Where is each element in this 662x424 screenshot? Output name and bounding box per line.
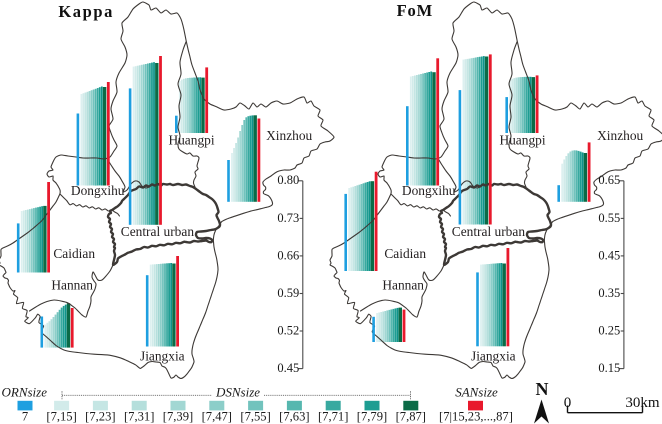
svg-text:Caidian: Caidian — [53, 246, 95, 261]
svg-text:Hannan: Hannan — [51, 278, 93, 293]
svg-text:0.66: 0.66 — [277, 248, 299, 262]
svg-text:0: 0 — [564, 395, 572, 411]
svg-text:FoM: FoM — [397, 1, 433, 20]
svg-text:0.45: 0.45 — [277, 361, 299, 375]
svg-text:Caidian: Caidian — [384, 246, 426, 261]
svg-text:Central urban: Central urban — [452, 224, 526, 239]
svg-text:[7,79]: [7,79] — [357, 410, 387, 424]
svg-text:0.52: 0.52 — [277, 323, 299, 337]
svg-text:0.80: 0.80 — [277, 173, 299, 187]
svg-text:Dongxihu: Dongxihu — [402, 183, 456, 198]
svg-text:[7,63]: [7,63] — [279, 410, 309, 424]
svg-text:[7,55]: [7,55] — [240, 410, 270, 424]
svg-text:0.45: 0.45 — [598, 248, 620, 262]
svg-text:0.65: 0.65 — [598, 173, 620, 187]
svg-text:ORNsize: ORNsize — [2, 385, 48, 400]
svg-text:Kappa: Kappa — [58, 2, 114, 21]
svg-text:[7,87]: [7,87] — [396, 410, 426, 424]
svg-text:[7,31]: [7,31] — [124, 410, 154, 424]
svg-text:30km: 30km — [625, 395, 660, 411]
svg-text:[7,47]: [7,47] — [202, 410, 232, 424]
svg-text:7: 7 — [22, 410, 28, 424]
svg-text:0.59: 0.59 — [277, 286, 299, 300]
svg-text:Xinzhou: Xinzhou — [266, 128, 312, 143]
svg-text:Central urban: Central urban — [121, 224, 195, 239]
svg-text:Jiangxia: Jiangxia — [471, 349, 516, 364]
svg-text:[7,71]: [7,71] — [318, 410, 348, 424]
svg-text:0.55: 0.55 — [598, 211, 620, 225]
svg-text:[7,39]: [7,39] — [163, 410, 193, 424]
svg-text:[7,23]: [7,23] — [85, 410, 115, 424]
svg-text:Huangpi: Huangpi — [168, 132, 214, 147]
svg-text:SANsize: SANsize — [455, 385, 498, 400]
svg-text:Dongxihu: Dongxihu — [71, 183, 125, 198]
svg-text:[7,15]: [7,15] — [46, 410, 76, 424]
svg-text:0.15: 0.15 — [598, 361, 620, 375]
svg-text:0.25: 0.25 — [598, 323, 620, 337]
svg-text:[7|15,23,...,87]: [7|15,23,...,87] — [439, 410, 513, 424]
svg-text:Huangpi: Huangpi — [499, 132, 545, 147]
svg-text:Jiangxia: Jiangxia — [140, 349, 185, 364]
svg-text:0.73: 0.73 — [277, 211, 299, 225]
svg-text:DSNsize: DSNsize — [215, 385, 260, 400]
svg-text:Hannan: Hannan — [382, 278, 424, 293]
svg-text:0.35: 0.35 — [598, 286, 620, 300]
svg-text:Xinzhou: Xinzhou — [597, 128, 643, 143]
svg-text:N: N — [536, 379, 549, 399]
